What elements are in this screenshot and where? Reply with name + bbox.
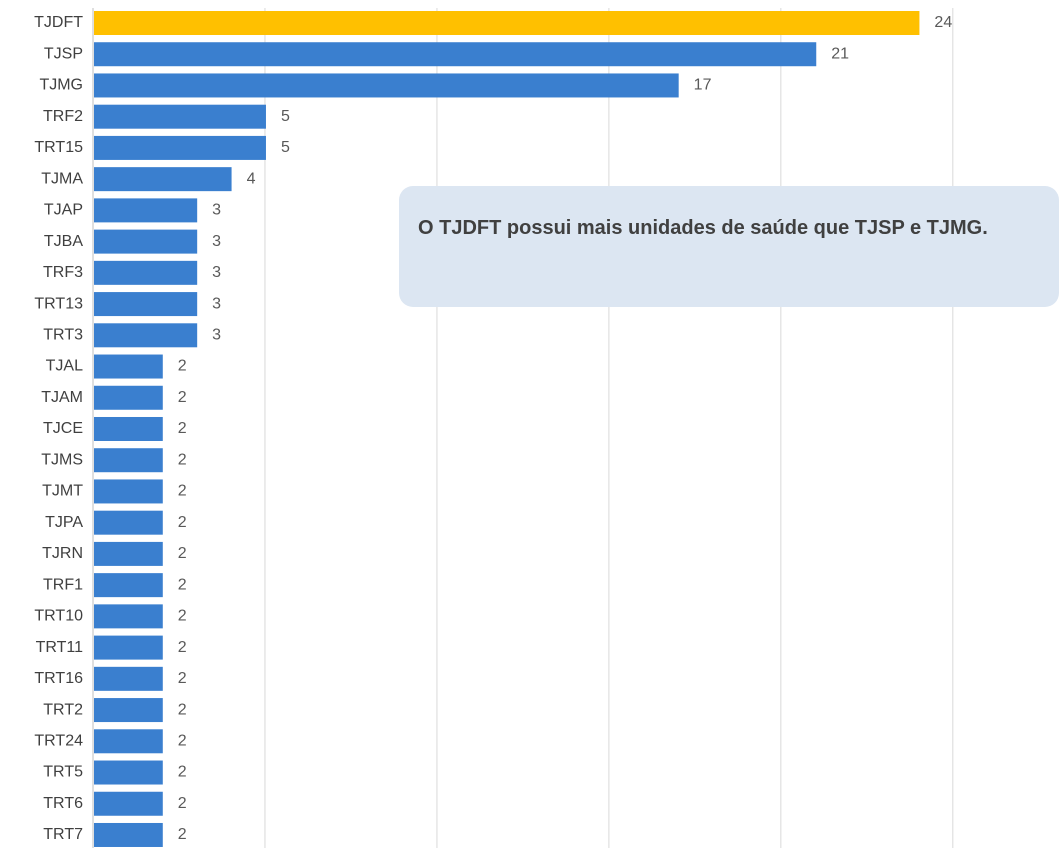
bar	[94, 822, 163, 847]
data-label: 2	[178, 389, 187, 406]
data-label: 5	[281, 108, 290, 125]
bar	[94, 260, 198, 285]
bar	[94, 104, 266, 129]
bar	[94, 385, 163, 410]
data-label: 2	[178, 451, 187, 468]
bar	[94, 292, 198, 317]
data-label: 3	[212, 295, 221, 312]
y-tick-label: TJAL	[46, 358, 83, 375]
y-tick-label: TJRN	[42, 545, 83, 562]
annotation: O TJDFT possui mais unidades de saúde qu…	[399, 186, 1059, 307]
y-tick-label: TRF3	[43, 264, 83, 281]
bar	[94, 510, 163, 535]
y-tick-label: TRT13	[34, 295, 83, 312]
data-label: 3	[212, 233, 221, 250]
data-label: 21	[831, 45, 849, 62]
bar	[94, 573, 163, 598]
bar	[94, 198, 198, 223]
bar	[94, 604, 163, 629]
data-label: 2	[178, 733, 187, 750]
bar	[94, 11, 920, 35]
y-tick-label: TJMA	[41, 170, 83, 187]
bar	[94, 479, 163, 504]
y-tick-label: TJMS	[41, 451, 83, 468]
data-label: 2	[178, 514, 187, 531]
y-tick-label: TRT10	[34, 608, 83, 625]
y-tick-label: TRT6	[43, 795, 83, 812]
data-label: 4	[247, 170, 256, 187]
data-label: 2	[178, 764, 187, 781]
data-label: 3	[212, 327, 221, 344]
data-label: 2	[178, 608, 187, 625]
bar	[94, 760, 163, 785]
y-tick-label: TJPA	[45, 514, 83, 531]
bar	[94, 167, 232, 192]
data-label: 2	[178, 483, 187, 500]
bar	[94, 135, 266, 160]
data-label: 2	[178, 826, 187, 843]
bar	[94, 729, 163, 754]
data-label: 3	[212, 264, 221, 281]
y-tick-label: TJCE	[43, 420, 83, 437]
bar	[94, 323, 198, 348]
bar	[94, 354, 163, 379]
y-tick-label: TJBA	[44, 233, 83, 250]
bar	[94, 791, 163, 816]
y-tick-label: TRT7	[43, 826, 83, 843]
y-tick-label: TJMT	[42, 483, 83, 500]
data-label: 2	[178, 701, 187, 718]
bar	[94, 42, 817, 67]
data-label: 5	[281, 139, 290, 156]
data-label: 2	[178, 670, 187, 687]
bar	[94, 666, 163, 691]
y-tick-label: TJAP	[44, 202, 83, 219]
y-tick-label: TRF2	[43, 108, 83, 125]
data-label: 2	[178, 576, 187, 593]
y-tick-label: TRT15	[34, 139, 83, 156]
bar	[94, 635, 163, 660]
data-label: 3	[212, 202, 221, 219]
bar	[94, 541, 163, 566]
y-tick-label: TRT11	[36, 639, 84, 656]
y-tick-label: TRF1	[43, 576, 83, 593]
data-label: 2	[178, 420, 187, 437]
y-tick-label: TJAM	[41, 389, 83, 406]
bar	[94, 698, 163, 723]
data-label: 24	[934, 14, 952, 31]
data-label: 2	[178, 639, 187, 656]
data-label: 2	[178, 358, 187, 375]
bar	[94, 416, 163, 441]
y-tick-label: TRT5	[43, 764, 83, 781]
y-tick-label: TJMG	[39, 77, 83, 94]
data-label: 2	[178, 795, 187, 812]
bar	[94, 73, 679, 98]
data-label: 17	[694, 77, 712, 94]
bar	[94, 229, 198, 254]
y-tick-label: TRT2	[43, 701, 83, 718]
bar	[94, 448, 163, 473]
y-tick-label: TJSP	[44, 45, 83, 62]
data-label: 2	[178, 545, 187, 562]
y-tick-label: TRT3	[43, 327, 83, 344]
y-tick-label: TRT24	[34, 733, 83, 750]
y-tick-label: TJDFT	[34, 14, 83, 31]
y-tick-label: TRT16	[34, 670, 83, 687]
